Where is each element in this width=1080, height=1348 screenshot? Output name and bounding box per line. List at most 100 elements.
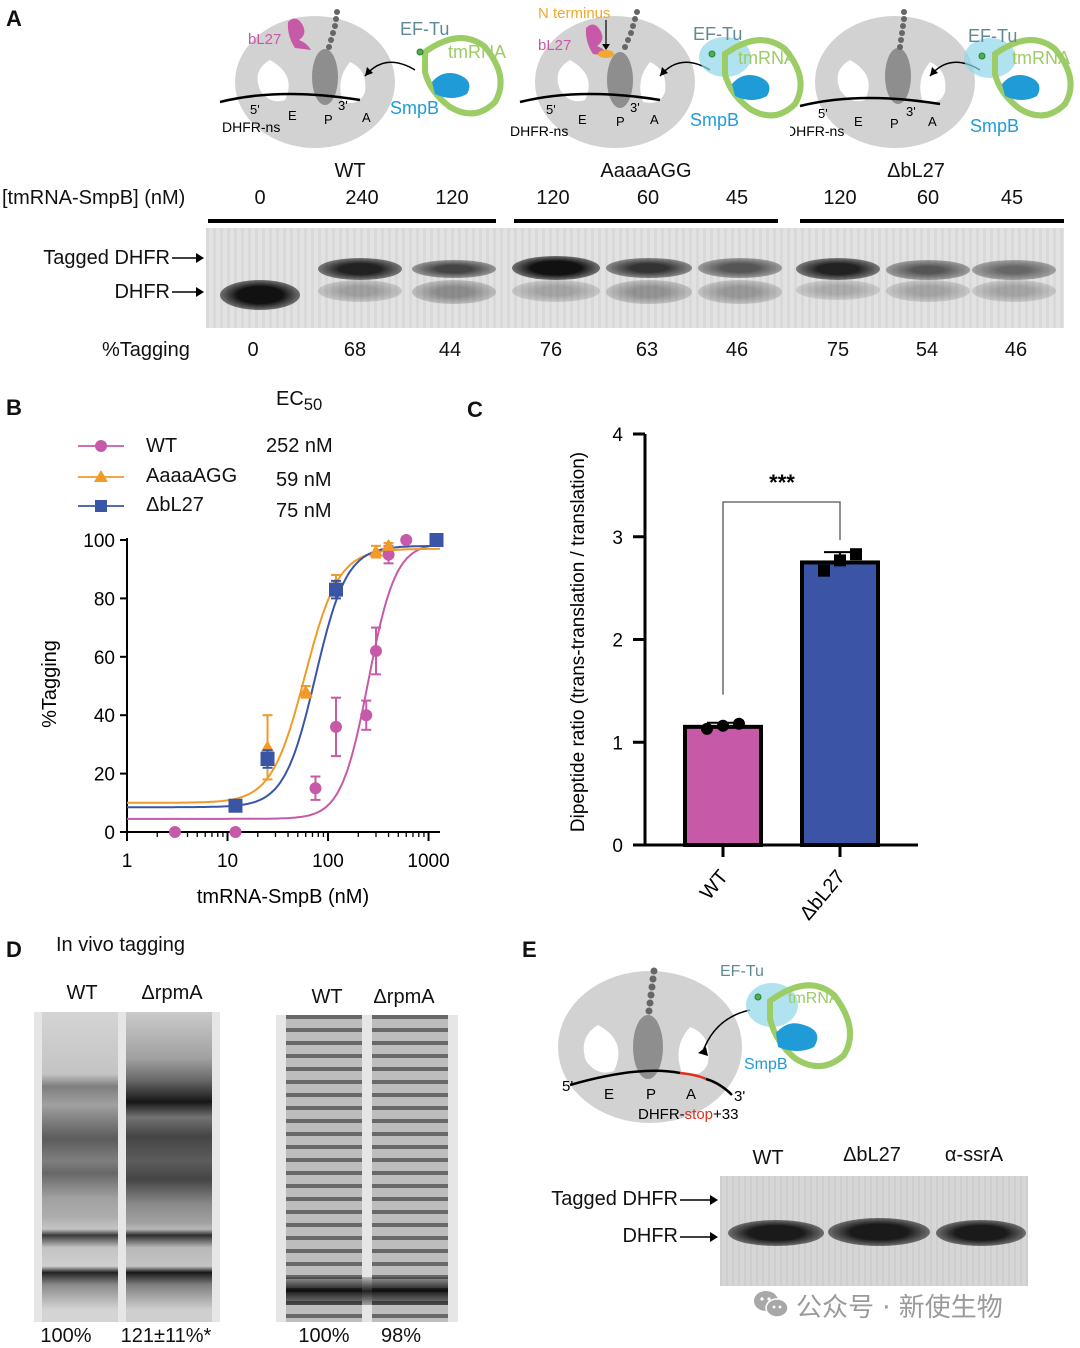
gel-image-a	[206, 228, 1064, 328]
legend-label-dbl27: ΔbL27	[146, 494, 204, 516]
bl27-icon	[287, 18, 311, 50]
group-bar-wt	[208, 219, 496, 223]
x-tick-label: 1000	[407, 851, 449, 872]
svg-text:A: A	[362, 110, 371, 125]
x-tick-label: 10	[217, 851, 238, 872]
ec50-title: EC50	[276, 388, 323, 414]
lane-label-rpma: ΔrpmA	[141, 982, 203, 1004]
quant-value-wt: 100%	[40, 1325, 92, 1347]
arrow-right-icon	[172, 253, 204, 263]
significance-label: ***	[769, 470, 795, 495]
mrna-line	[569, 1069, 681, 1087]
ribosome-schematic-wt: bL27 5' DHFR-ns E P 3' A EF-Tu tmRNA Smp…	[219, 9, 506, 148]
ec50-value-wt: 252 nM	[266, 435, 333, 457]
tagging-value: 76	[539, 339, 563, 361]
watermark: 公众号 · 新使生物	[796, 1293, 1003, 1323]
svg-text:DHFR-ns: DHFR-ns	[510, 123, 568, 139]
concentration-header: [tmRNA-SmpB] (nM)	[2, 187, 186, 209]
gel-image-e	[720, 1176, 1028, 1286]
y-axis-label: %Tagging	[39, 640, 61, 728]
tagging-value: 46	[725, 339, 749, 361]
svg-text:SmpB: SmpB	[744, 1056, 788, 1073]
bl27-icon	[585, 24, 609, 56]
conc-value: 0	[254, 187, 266, 209]
data-point	[400, 534, 413, 546]
ribosome-schematic-aaaaagg: N terminus bL27 5' DHFR-ns E P 3' A EF-T…	[510, 5, 804, 148]
svg-text:P: P	[324, 112, 333, 127]
svg-text:A: A	[650, 112, 659, 127]
y-tick-label: 20	[94, 765, 115, 786]
data-point	[229, 826, 242, 838]
svg-text:tmRNA: tmRNA	[788, 990, 840, 1007]
tagging-header: %Tagging	[102, 339, 190, 361]
panel-label-b: B	[6, 395, 22, 420]
tagging-value: 63	[635, 339, 659, 361]
significance-bracket	[722, 501, 841, 695]
group-bar-aaaaagg	[514, 219, 778, 223]
svg-text:EF-Tu: EF-Tu	[968, 26, 1017, 46]
conc-value: 240	[345, 187, 379, 209]
trna-icon	[312, 49, 338, 105]
svg-text:5': 5'	[250, 102, 260, 117]
group-bar-dbl27	[800, 219, 1064, 223]
data-point	[260, 752, 275, 766]
panel-label-e: E	[522, 937, 537, 962]
replicate-point	[733, 717, 745, 730]
replicate-point	[850, 548, 862, 561]
panel-label-a: A	[6, 6, 22, 31]
tmrna-label: tmRNA	[448, 42, 506, 62]
tagging-value: 0	[247, 339, 259, 361]
arrow-right-icon	[680, 1195, 718, 1205]
y-tick-label: 2	[612, 631, 623, 652]
tagging-value: 68	[343, 339, 367, 361]
lane-label-wt: WT	[752, 1147, 784, 1169]
legend-marker-wt	[95, 440, 107, 452]
replicate-point	[701, 722, 713, 735]
replicate-point	[818, 564, 830, 577]
arrow-right-icon	[172, 287, 204, 297]
replicate-point	[834, 554, 846, 567]
lane-label-ssra: α-ssrA	[944, 1144, 1004, 1166]
lane-label-rpma: ΔrpmA	[373, 986, 435, 1008]
svg-text:P: P	[890, 116, 899, 131]
x-tick-label: ΔbL27	[796, 866, 850, 924]
legend-marker-dbl27	[95, 500, 107, 512]
bar-wt	[683, 724, 763, 847]
conc-value: 120	[823, 187, 857, 209]
group-label-wt: WT	[334, 160, 366, 182]
legend-label-wt: WT	[146, 435, 178, 457]
dipeptide-ratio-chart: Dipeptide ratio (trans-translation / tra…	[568, 425, 918, 925]
arrow-right-icon	[680, 1232, 718, 1242]
bl27-label: bL27	[248, 31, 281, 48]
conc-value: 120	[435, 187, 469, 209]
dose-response-chart: %Tagging tmRNA-SmpB (nM) 0 20 40 60 80 100 1 10…	[39, 531, 450, 908]
y-tick-label: 4	[612, 425, 623, 446]
data-point	[369, 644, 382, 657]
dhfr-label: DHFR	[622, 1225, 678, 1247]
quant-value-rpma: 121±11%*	[120, 1325, 212, 1347]
tagged-dhfr-label: Tagged DHFR	[551, 1188, 678, 1210]
trna-icon	[885, 48, 911, 104]
svg-text:5': 5'	[562, 1078, 573, 1095]
x-tick-label: WT	[696, 866, 733, 904]
svg-text:3': 3'	[734, 1088, 745, 1105]
y-axis-label: Dipeptide ratio (trans-translation / tra…	[568, 452, 589, 832]
conc-value: 45	[1000, 187, 1024, 209]
panel-d-title: In vivo tagging	[56, 934, 185, 956]
x-tick-label: 100	[312, 851, 344, 872]
data-point	[228, 798, 243, 813]
svg-text:SmpB: SmpB	[970, 116, 1019, 136]
arrow-icon	[701, 1009, 751, 1055]
mrna-line	[219, 92, 361, 104]
svg-text:E: E	[604, 1086, 614, 1103]
conc-value: 45	[725, 187, 749, 209]
svg-text:5': 5'	[818, 106, 828, 121]
y-tick-label: 0	[612, 836, 623, 857]
legend-marker-aaaaagg	[94, 470, 108, 482]
eftu-label: EF-Tu	[400, 19, 449, 39]
y-tick-label: 1	[612, 733, 623, 754]
n-terminus-icon	[598, 50, 614, 58]
data-point	[360, 709, 373, 722]
legend-label-aaaaagg: AaaaAGG	[146, 465, 238, 487]
svg-text:tmRNA: tmRNA	[1012, 48, 1070, 68]
